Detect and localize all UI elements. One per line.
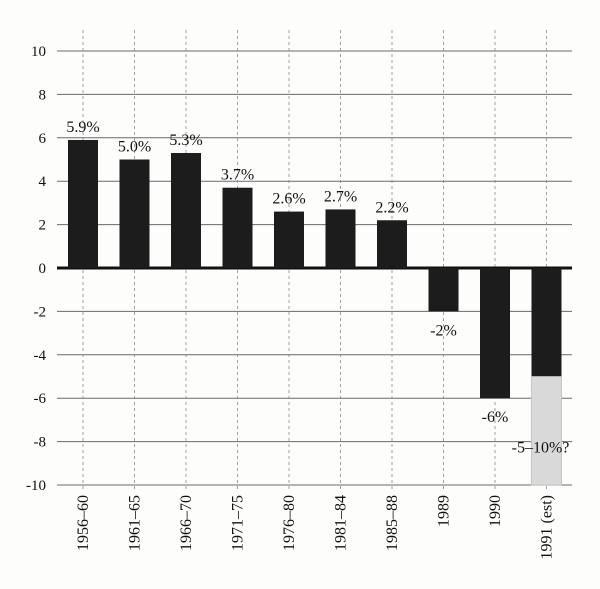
x-tick-label: 1991 (est) <box>539 495 556 559</box>
bar <box>68 139 98 268</box>
y-tick-label: -2 <box>34 304 47 320</box>
bar <box>480 268 510 399</box>
x-tick-label: 1966–70 <box>178 495 195 551</box>
estimate-range-bar <box>531 376 562 486</box>
bar <box>531 268 562 377</box>
x-tick-label: 1976–80 <box>281 495 298 551</box>
data-label: 3.7% <box>221 167 254 184</box>
x-tick-label: 1961–65 <box>127 495 144 551</box>
y-tick-label: 10 <box>31 44 46 60</box>
data-label: 2.2% <box>375 199 408 216</box>
bar <box>171 152 201 268</box>
bar <box>119 159 150 268</box>
data-label: 5.3% <box>169 132 202 149</box>
data-label: 2.6% <box>272 191 305 208</box>
bar <box>325 209 356 268</box>
x-tick-label: 1971–75 <box>230 495 247 551</box>
x-tick-label: 1956–60 <box>75 495 92 551</box>
data-label: -6% <box>482 409 509 426</box>
bar <box>377 220 407 268</box>
data-label: 5.9% <box>66 119 99 136</box>
x-tick-label: 1989 <box>436 495 453 527</box>
data-label: 2.7% <box>324 188 357 205</box>
data-label: -5–10%? <box>512 439 570 456</box>
bar-layer <box>68 139 562 486</box>
x-tick-label: 1990 <box>487 495 504 527</box>
y-tick-label: -6 <box>34 391 47 407</box>
y-tick-label: -4 <box>34 348 47 364</box>
data-label: -2% <box>430 322 457 339</box>
label-layer: 10 8 6 4 2 0 -2 -4 -6 -8 -10 5.9% 5.0% 5.3% 3.7% 2.6% 2.… <box>26 44 569 559</box>
bar <box>222 187 253 268</box>
x-tick-label: 1981–84 <box>333 495 350 551</box>
x-tick-label: 1985–88 <box>384 495 401 551</box>
y-tick-label: 2 <box>39 218 47 234</box>
y-tick-label: 0 <box>39 261 47 277</box>
y-tick-label: 4 <box>39 174 47 190</box>
y-tick-label: -8 <box>34 435 47 451</box>
bar <box>274 211 304 268</box>
data-label: 5.0% <box>118 139 151 156</box>
y-tick-label: -10 <box>26 478 46 494</box>
y-tick-label: 6 <box>39 131 47 147</box>
bar <box>428 268 459 312</box>
y-tick-label: 8 <box>39 87 47 103</box>
